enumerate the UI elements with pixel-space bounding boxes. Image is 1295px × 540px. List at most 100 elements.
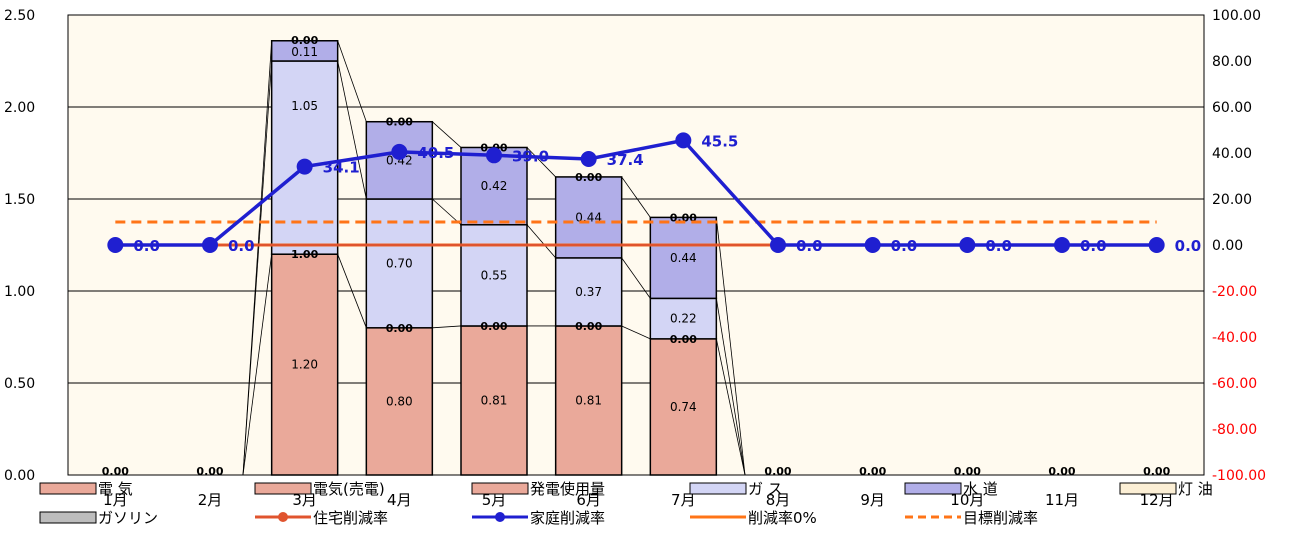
series-line bbox=[432, 198, 462, 226]
bar-value-label: 0.00 bbox=[954, 465, 981, 478]
series-line bbox=[621, 325, 651, 340]
bar-value-label: 0.00 bbox=[764, 465, 791, 478]
bar-value-label: 0.81 bbox=[575, 393, 602, 407]
series-line bbox=[337, 40, 367, 122]
right-tick-label: 80.00 bbox=[1212, 54, 1252, 70]
right-tick-label: 0.00 bbox=[1212, 238, 1243, 254]
family-rate-label: 45.5 bbox=[701, 132, 738, 150]
left-tick-label: 0.00 bbox=[4, 468, 35, 484]
bar-segment bbox=[554, 325, 623, 476]
legend-swatch bbox=[689, 482, 747, 495]
x-tick-label: 1月 bbox=[103, 491, 128, 509]
bar-value-label: 1.00 bbox=[291, 248, 318, 261]
legend-swatch bbox=[471, 482, 529, 495]
family-rate-point bbox=[391, 143, 408, 160]
legend-label: 水 道 bbox=[963, 480, 998, 498]
family-rate-point bbox=[675, 132, 692, 149]
legend-swatch bbox=[254, 482, 312, 495]
x-tick-label: 6月 bbox=[576, 491, 601, 509]
series-line bbox=[526, 224, 556, 259]
bar-segment bbox=[365, 198, 434, 329]
family-rate-label: 0.0 bbox=[1175, 237, 1202, 255]
family-rate-point bbox=[770, 237, 786, 253]
right-tick-label: 60.00 bbox=[1212, 100, 1252, 116]
family-rate-label: 0.0 bbox=[891, 237, 918, 255]
bar-segment bbox=[649, 216, 718, 300]
bar-value-label: 0.00 bbox=[1143, 465, 1170, 478]
series-line bbox=[526, 147, 556, 178]
family-rate-label: 0.0 bbox=[796, 237, 823, 255]
family-rate-point bbox=[580, 150, 597, 167]
bar-segment bbox=[365, 327, 434, 476]
bar-segment bbox=[270, 40, 339, 62]
x-tick-label: 12月 bbox=[1140, 491, 1174, 509]
bar-value-label: 0.42 bbox=[481, 179, 508, 193]
bar-value-label: 0.00 bbox=[575, 320, 602, 333]
right-tick-label: 100.00 bbox=[1212, 8, 1261, 24]
bar-value-label: 0.00 bbox=[575, 171, 602, 184]
legend-swatch bbox=[904, 482, 962, 495]
series-line bbox=[621, 176, 651, 218]
legend-label: 発電使用量 bbox=[530, 480, 605, 498]
legend-swatch bbox=[1119, 482, 1177, 495]
x-tick-label: 2月 bbox=[198, 491, 223, 509]
family-rate-point bbox=[864, 237, 881, 253]
legend-marker bbox=[495, 512, 505, 522]
family-rate-label: 0.0 bbox=[1080, 237, 1107, 255]
bar-value-label: 0.55 bbox=[481, 268, 508, 282]
legend-label: 家庭削減率 bbox=[530, 509, 605, 527]
bar-value-label: 0.80 bbox=[386, 394, 413, 408]
right-tick-label: -40.00 bbox=[1212, 330, 1257, 346]
bar-segment bbox=[649, 297, 718, 340]
bar-value-label: 0.37 bbox=[575, 285, 602, 299]
right-tick-label: -60.00 bbox=[1212, 376, 1257, 392]
series-line bbox=[715, 217, 746, 476]
family-rate-point bbox=[959, 237, 976, 253]
family-rate-label: 40.5 bbox=[417, 144, 454, 162]
legend-label: 電 気 bbox=[98, 480, 133, 498]
family-rate-point bbox=[486, 147, 502, 164]
bar-value-label: 0.42 bbox=[386, 153, 413, 167]
family-rate-label: 0.0 bbox=[133, 237, 160, 255]
legend-label: 目標削減率 bbox=[963, 509, 1038, 527]
legend-label: ガソリン bbox=[98, 509, 158, 527]
bar-value-label: 0.00 bbox=[102, 465, 129, 478]
series-line bbox=[242, 254, 273, 476]
family-rate-point bbox=[202, 237, 218, 253]
bar-value-label: 0.00 bbox=[196, 465, 223, 478]
right-tick-label: -100.00 bbox=[1212, 468, 1266, 484]
bar-value-label: 0.00 bbox=[386, 322, 413, 335]
legend-label: 削減率0% bbox=[748, 509, 817, 527]
family-rate-label: 37.4 bbox=[607, 151, 644, 169]
left-tick-label: 2.50 bbox=[4, 8, 35, 24]
legend-label: 電気(売電) bbox=[313, 480, 385, 498]
family-rate-point bbox=[1148, 237, 1165, 253]
legend-label: ガ ス bbox=[748, 480, 783, 498]
family-rate-line bbox=[115, 138, 1157, 247]
family-rate-point bbox=[1054, 237, 1070, 253]
right-tick-label: 40.00 bbox=[1212, 146, 1252, 162]
legend-swatch bbox=[39, 511, 97, 524]
bar-value-label: 0.00 bbox=[1048, 465, 1075, 478]
x-tick-label: 5月 bbox=[482, 491, 507, 509]
bar-value-label: 0.74 bbox=[670, 400, 697, 414]
right-tick-label: -20.00 bbox=[1212, 284, 1257, 300]
x-tick-label: 4月 bbox=[387, 491, 412, 509]
bar-value-label: 0.00 bbox=[859, 465, 886, 478]
x-tick-label: 9月 bbox=[860, 491, 885, 509]
x-tick-label: 11月 bbox=[1045, 491, 1079, 509]
bar-value-label: 0.00 bbox=[670, 333, 697, 346]
series-line bbox=[337, 60, 367, 200]
bar-value-label: 0.11 bbox=[291, 45, 318, 59]
series-line bbox=[242, 40, 273, 476]
x-tick-label: 10月 bbox=[950, 491, 984, 509]
bar-value-label: 0.00 bbox=[386, 116, 413, 129]
legend-label: 住宅削減率 bbox=[313, 509, 388, 527]
bar-segment bbox=[460, 325, 528, 476]
left-tick-label: 0.50 bbox=[4, 376, 35, 392]
legend-swatch bbox=[39, 482, 97, 495]
series-line bbox=[432, 121, 462, 148]
bar-value-label: 1.20 bbox=[291, 358, 318, 372]
